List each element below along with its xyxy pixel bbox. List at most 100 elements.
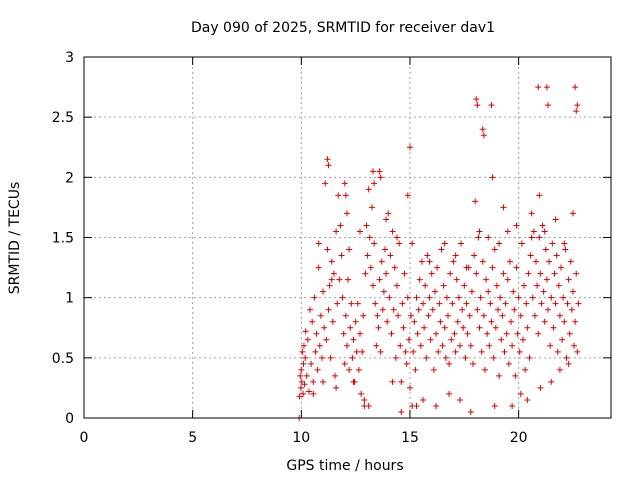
data-point: [472, 198, 479, 205]
data-point: [325, 306, 332, 313]
data-point: [313, 330, 320, 337]
data-point: [386, 294, 393, 301]
data-point: [420, 396, 427, 403]
data-point: [449, 300, 456, 307]
data-point: [408, 312, 415, 319]
data-point: [491, 402, 498, 409]
data-point: [573, 270, 580, 277]
data-point: [303, 372, 310, 379]
data-point: [522, 366, 529, 373]
data-point: [475, 234, 482, 241]
y-tick-label: 2: [65, 170, 74, 186]
data-point: [537, 270, 544, 277]
data-point: [525, 270, 532, 277]
data-point: [431, 288, 438, 295]
data-point: [517, 390, 524, 397]
data-point: [308, 360, 315, 367]
data-point: [328, 276, 335, 283]
data-point: [304, 336, 311, 343]
data-point: [412, 366, 419, 373]
data-point: [451, 330, 458, 337]
data-point: [500, 204, 507, 211]
data-point: [336, 276, 343, 283]
data-point: [297, 372, 304, 379]
data-point: [359, 348, 366, 355]
data-point: [384, 318, 391, 325]
data-point: [535, 330, 542, 337]
data-point: [405, 336, 412, 343]
data-point: [391, 264, 398, 271]
data-point: [463, 300, 470, 307]
data-point: [347, 324, 354, 331]
data-point: [365, 402, 372, 409]
data-point: [428, 270, 435, 277]
data-point: [343, 210, 350, 217]
data-point: [297, 384, 304, 391]
data-point: [446, 390, 453, 397]
data-point: [467, 408, 474, 415]
data-point: [302, 354, 309, 361]
data-point: [456, 396, 463, 403]
data-point: [506, 258, 513, 265]
data-point: [523, 300, 530, 307]
data-point: [518, 240, 525, 247]
data-point: [321, 324, 328, 331]
data-point: [327, 354, 334, 361]
data-point: [565, 360, 572, 367]
x-tick-label: 10: [292, 430, 310, 446]
data-point: [414, 330, 421, 337]
data-point: [504, 228, 511, 235]
data-point: [534, 282, 541, 289]
data-point: [367, 264, 374, 271]
data-point: [502, 300, 509, 307]
data-point: [452, 348, 459, 355]
data-point: [417, 342, 424, 349]
data-point: [488, 102, 495, 109]
data-point: [323, 336, 330, 343]
data-point: [380, 288, 387, 295]
data-point: [453, 276, 460, 283]
data-point: [422, 282, 429, 289]
data-point: [541, 228, 548, 235]
data-point: [471, 252, 478, 259]
data-point: [466, 312, 473, 319]
x-axis-label: GPS time / hours: [286, 458, 403, 474]
data-point: [488, 318, 495, 325]
data-point: [355, 366, 362, 373]
data-point: [410, 348, 417, 355]
data-point: [555, 282, 562, 289]
data-point: [377, 174, 384, 181]
data-point: [510, 288, 517, 295]
data-point: [371, 180, 378, 187]
data-point: [504, 276, 511, 283]
data-point: [574, 102, 581, 109]
data-point: [470, 360, 477, 367]
data-point: [474, 102, 481, 109]
data-point: [487, 300, 494, 307]
data-point: [496, 372, 503, 379]
data-point: [562, 246, 569, 253]
data-point: [338, 252, 345, 259]
data-point: [393, 282, 400, 289]
data-point: [322, 180, 329, 187]
data-point: [500, 270, 507, 277]
data-point: [536, 234, 543, 241]
data-point: [329, 318, 336, 325]
data-point: [493, 282, 500, 289]
data-point: [353, 348, 360, 355]
data-point: [346, 246, 353, 253]
data-point: [505, 360, 512, 367]
data-point: [441, 240, 448, 247]
data-point: [511, 306, 518, 313]
data-point: [547, 342, 554, 349]
axis-ticks: 0 0.5 1 1.5 2 2.5 3 0 5 10 15 20: [52, 50, 611, 446]
data-point: [567, 258, 574, 265]
data-point: [437, 318, 444, 325]
data-point: [387, 252, 394, 259]
y-tick-label: 2.5: [52, 110, 74, 126]
data-point: [392, 354, 399, 361]
data-point: [569, 288, 576, 295]
data-point: [458, 240, 465, 247]
y-tick-label: 1.5: [52, 231, 74, 247]
